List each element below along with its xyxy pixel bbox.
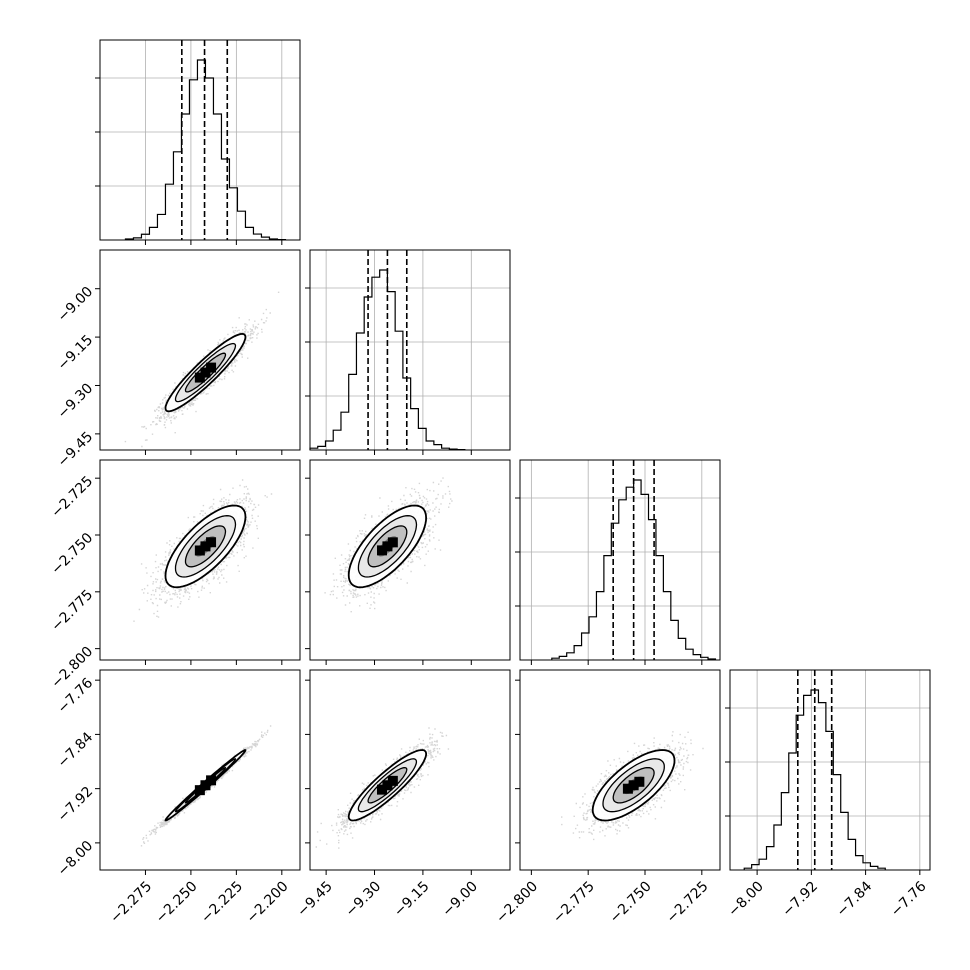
x-tick-label-2-1: −2.775	[550, 878, 598, 926]
x-tick-label-2-2: −2.750	[607, 878, 655, 926]
contour-line	[357, 758, 418, 813]
panel-bg	[100, 40, 300, 240]
y-tick-label-2-1: −2.775	[48, 587, 96, 635]
pair-panel-3-0	[99, 669, 301, 871]
panel-frame	[309, 249, 511, 451]
contour-line	[174, 515, 237, 578]
panel-content	[561, 731, 704, 841]
density-peak	[206, 362, 217, 373]
x-tick-label-3-0: −8.00	[725, 878, 767, 920]
contour-line	[367, 766, 408, 804]
contour-line	[367, 525, 408, 568]
x-tick-label-0-0: −2.275	[107, 878, 155, 926]
panel-frame	[519, 459, 721, 661]
hist-panel-2	[515, 459, 721, 661]
x-tick-label-3-3: −7.76	[888, 878, 930, 920]
pair-panel-2-1	[309, 459, 511, 661]
hist-panel-3	[725, 669, 931, 871]
hist-panel-0	[95, 39, 301, 241]
contour-line	[347, 749, 427, 822]
x-tick-label-0-3: −2.200	[244, 878, 292, 926]
pair-panel-3-2	[519, 669, 721, 871]
density-peak	[194, 785, 205, 796]
pair-panel-3-1	[309, 669, 511, 871]
panel-frame	[519, 669, 721, 871]
contour-line	[184, 766, 227, 804]
x-tick-label-2-3: −2.725	[664, 878, 712, 926]
panel-content	[324, 477, 453, 613]
x-tick-label-2-0: −2.800	[493, 878, 541, 926]
contour-line	[164, 504, 247, 589]
y-tick-label-3-2: −7.84	[55, 729, 97, 771]
density-peak	[377, 784, 387, 795]
density-peak	[206, 537, 217, 548]
panel-content	[133, 479, 273, 622]
panel-frame	[99, 669, 301, 871]
y-tick-label-1-0: −9.45	[55, 429, 97, 471]
y-tick-label-3-0: −8.00	[55, 838, 97, 880]
hist-panel-1	[305, 249, 511, 451]
contour-line	[591, 749, 676, 822]
density-peak	[628, 780, 639, 791]
x-tick-label-0-2: −2.225	[198, 878, 246, 926]
x-tick-label-0-1: −2.250	[153, 878, 201, 926]
density-peak	[622, 783, 633, 794]
y-tick-label-1-1: −9.30	[55, 380, 97, 422]
panel-content	[315, 727, 450, 849]
y-tick-label-2-2: −2.750	[48, 530, 96, 578]
panel-bg	[100, 250, 300, 450]
panel-frame	[729, 669, 931, 871]
density-peak	[387, 537, 398, 548]
panel-content	[140, 725, 272, 847]
density-peak	[200, 780, 211, 791]
panel-bg	[310, 460, 510, 660]
contour-line	[602, 758, 665, 813]
contour-line	[357, 515, 418, 578]
pair-panel-1-0	[99, 249, 301, 451]
contour-line	[347, 504, 428, 589]
density-peak	[200, 541, 211, 552]
x-tick-label-1-2: −9.15	[391, 878, 433, 920]
panel-frame	[309, 669, 511, 871]
y-tick-label-3-1: −7.92	[55, 784, 97, 826]
density-peak	[634, 776, 645, 787]
panel-content	[124, 291, 280, 448]
y-tick-label-2-3: −2.725	[48, 473, 96, 521]
y-tick-label-1-3: −9.00	[55, 284, 97, 326]
density-peak	[194, 545, 205, 556]
pair-panel-2-0	[99, 459, 301, 661]
density-peak	[387, 775, 398, 786]
density-peak	[194, 372, 205, 383]
x-tick-label-1-0: −9.45	[294, 878, 336, 920]
x-tick-label-3-2: −7.84	[834, 878, 876, 920]
panel-bg	[520, 460, 720, 660]
contour-line	[612, 766, 655, 804]
contour-line	[184, 525, 227, 568]
panel-frame	[99, 249, 301, 451]
contour-line	[164, 332, 247, 413]
contour-line	[164, 749, 247, 822]
panel-frame	[309, 459, 511, 661]
panel-bg	[730, 670, 930, 870]
panel-bg	[310, 250, 510, 450]
density-peak	[206, 775, 217, 786]
panel-frame	[99, 39, 301, 241]
contour-line	[184, 352, 227, 393]
x-tick-label-1-1: −9.30	[343, 878, 385, 920]
x-tick-label-3-1: −7.92	[779, 878, 821, 920]
density-peak	[377, 545, 387, 556]
contour-line	[174, 342, 237, 403]
panel-bg	[100, 670, 300, 870]
panel-frame	[99, 459, 301, 661]
y-tick-label-1-2: −9.15	[55, 332, 97, 374]
density-peak	[382, 541, 393, 552]
density-peak	[200, 367, 211, 378]
x-tick-label-1-3: −9.00	[439, 878, 481, 920]
histogram-step	[124, 59, 287, 241]
density-peak	[382, 780, 393, 791]
